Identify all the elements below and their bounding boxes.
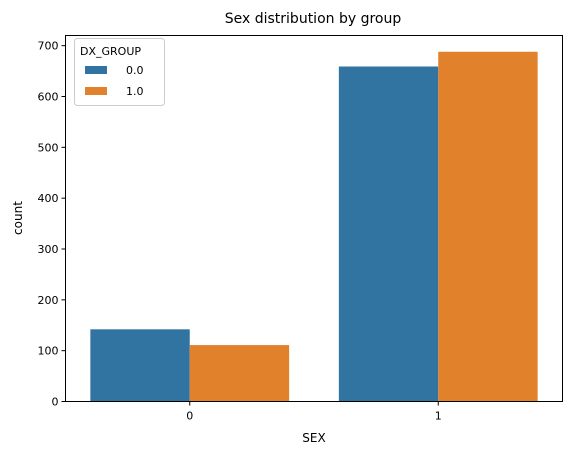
y-tick-label-5: 500 [38,141,59,154]
legend-label-0: 0.0 [126,64,144,77]
y-tick-label-6: 600 [38,91,59,104]
x-tick-label-1: 1 [435,410,442,423]
y-tick-label-1: 100 [38,345,59,358]
y-tick-label-2: 200 [38,294,59,307]
chart-title: Sex distribution by group [225,11,402,27]
y-tick-label-4: 400 [38,192,59,205]
x-tick-label-0: 0 [186,410,193,423]
plot-frame [65,35,563,402]
bar-series-1-cat-0 [189,345,290,402]
legend-label-1: 1.0 [126,85,144,98]
bars-group [90,51,538,402]
legend-title: DX_GROUP [80,45,141,58]
bar-series-0-cat-0 [90,329,190,402]
legend-swatch-1 [85,87,107,95]
y-tick-label-7: 700 [38,40,59,53]
bar-series-0-cat-1 [338,66,439,402]
y-axis-label: count [11,201,25,235]
legend-swatch-0 [85,66,107,74]
y-axis-ticks: 0 100 200 300 400 500 600 700 [38,40,66,409]
x-axis-label: SEX [302,431,325,445]
y-tick-label-0: 0 [52,396,59,409]
y-tick-label-3: 300 [38,243,59,256]
legend: DX_GROUP 0.0 1.0 [74,38,165,106]
bar-series-1-cat-1 [438,51,538,402]
